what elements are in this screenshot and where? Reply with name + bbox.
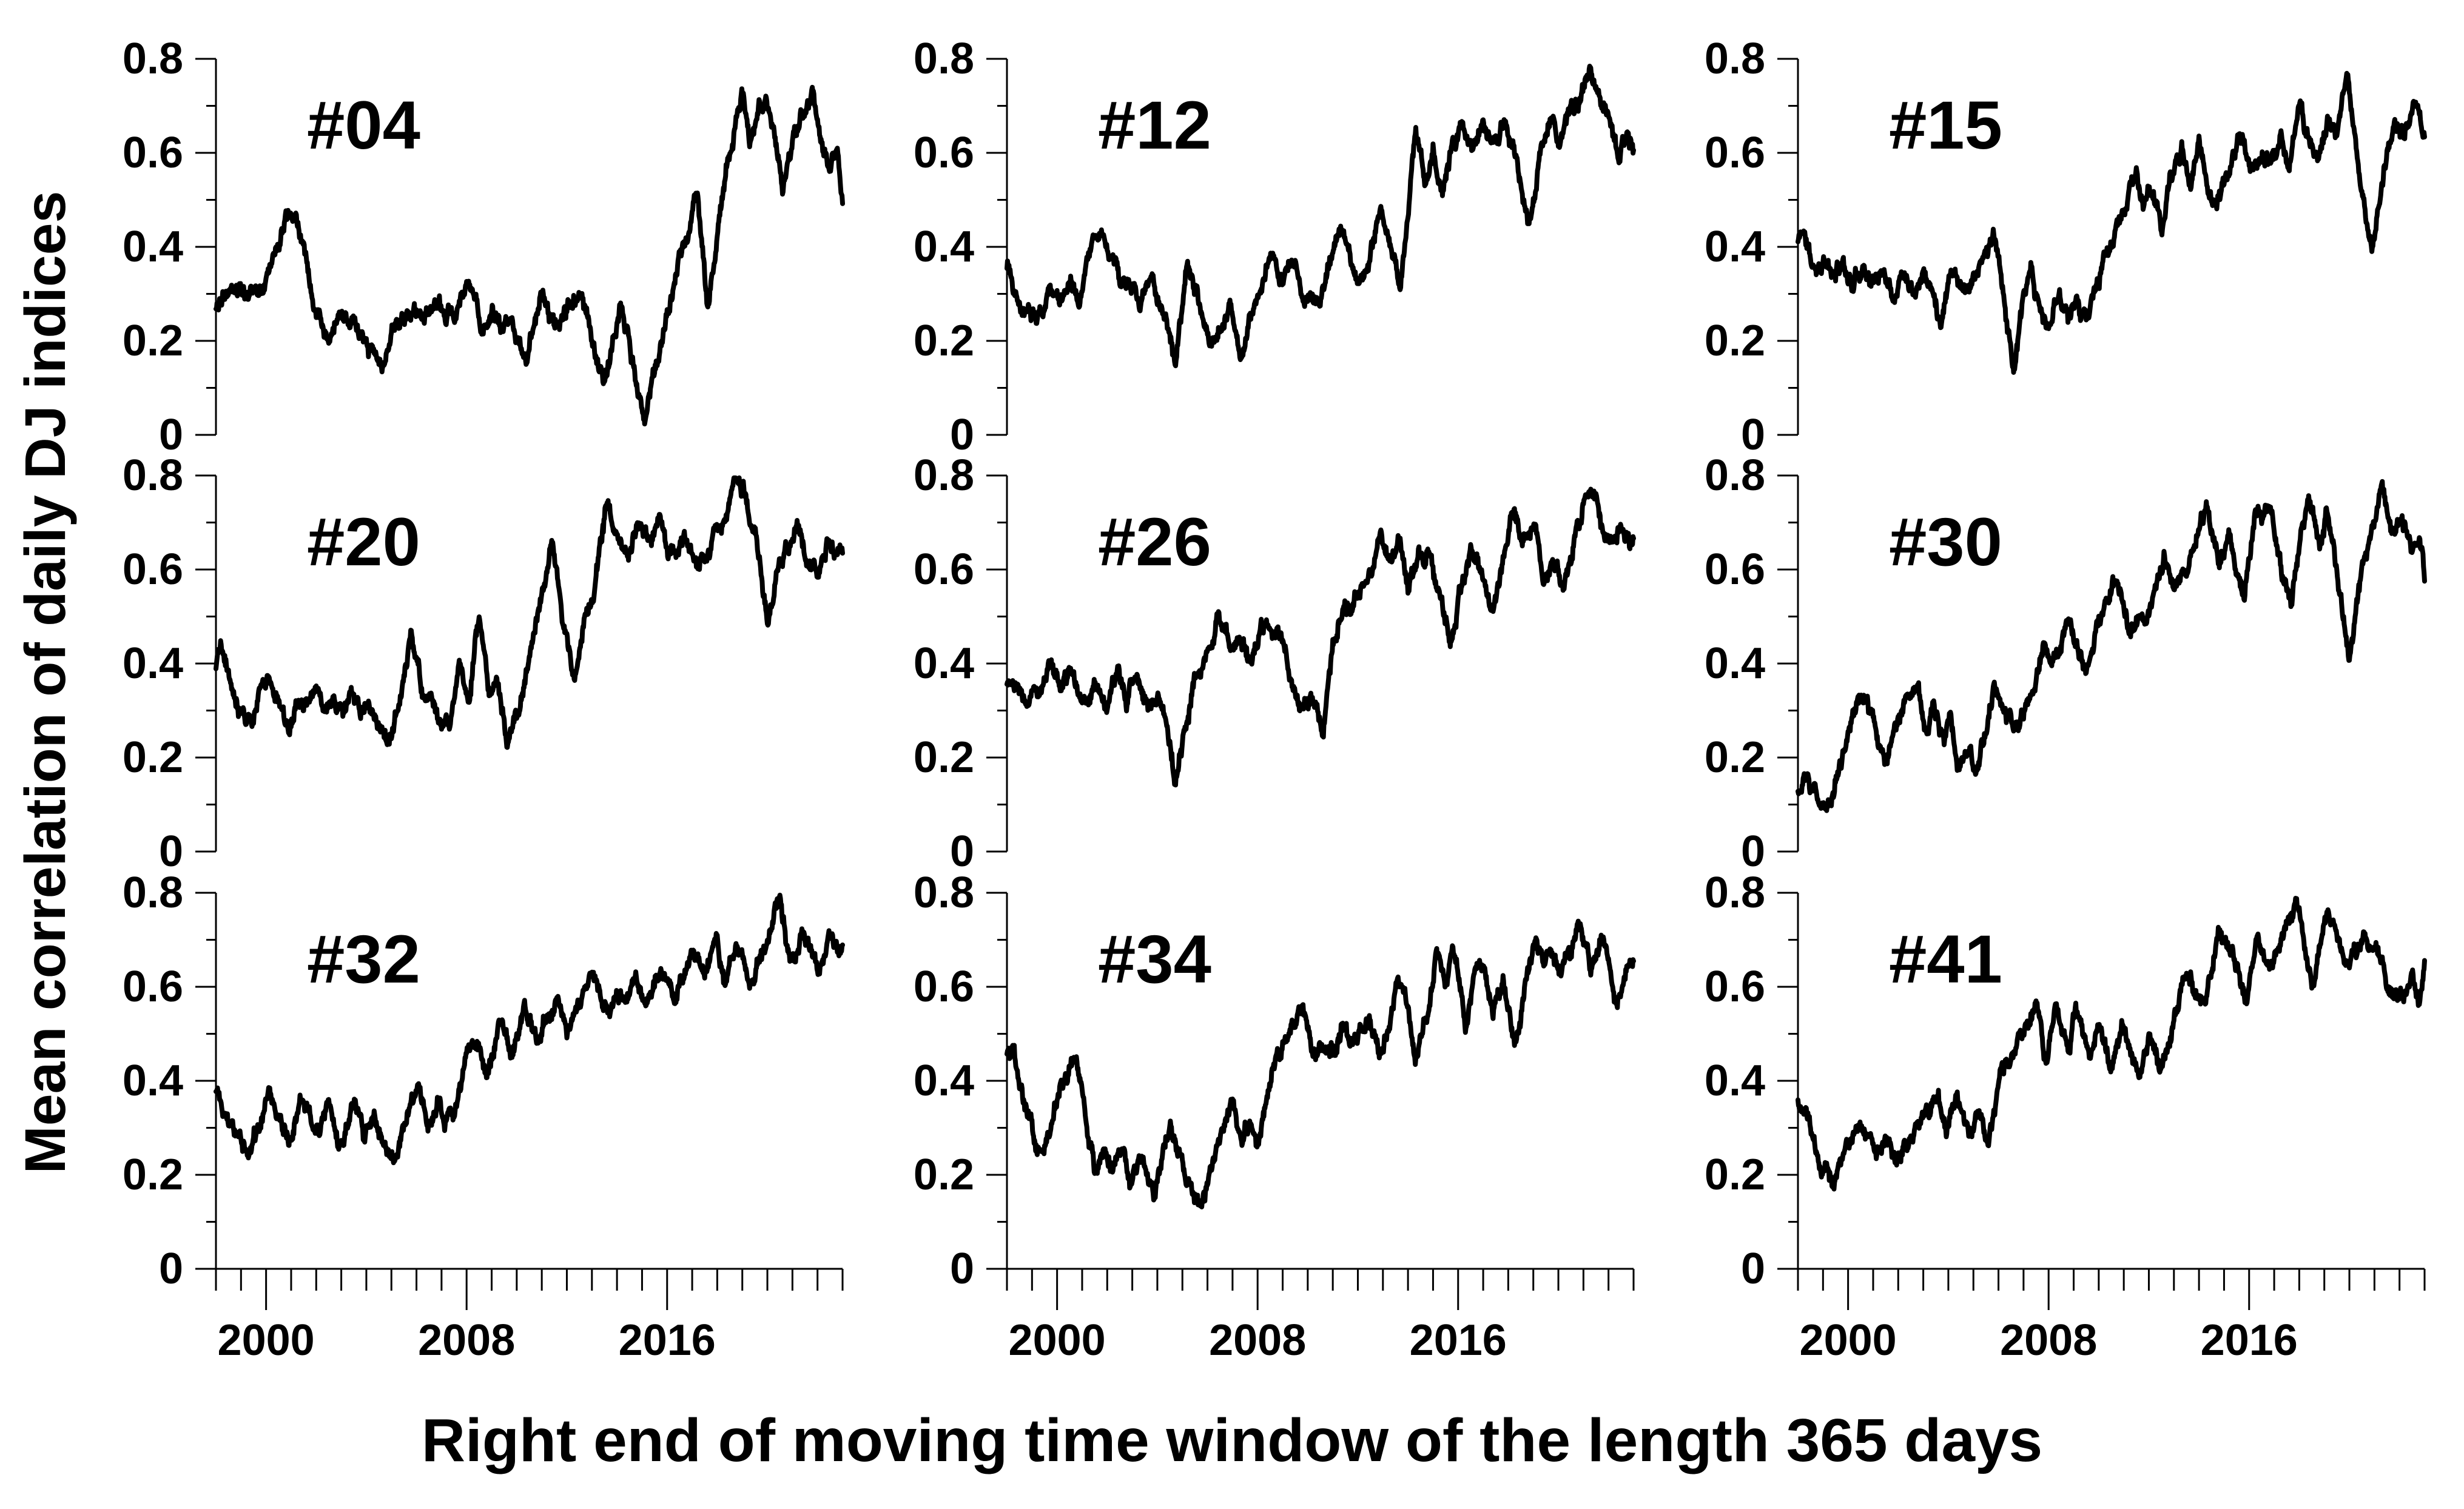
series-path-30 — [1796, 479, 2427, 813]
x-tick-label: 2000 — [217, 1316, 315, 1365]
y-tick-label: 0.2 — [122, 317, 183, 365]
y-tick-label: 0.8 — [913, 451, 974, 500]
y-tick-label: 0.6 — [122, 963, 183, 1011]
y-tick-label: 0.8 — [1704, 451, 1765, 500]
y-tick-label: 0 — [1740, 411, 1765, 459]
y-tick-label: 0.6 — [1704, 963, 1765, 1011]
y-tick-label: 0.6 — [122, 545, 183, 594]
y-tick-label: 0.4 — [1704, 639, 1765, 688]
y-tick-label: 0.8 — [122, 451, 183, 500]
y-tick-label: 0.2 — [122, 733, 183, 782]
y-tick-label: 0.6 — [913, 545, 974, 594]
panel-label: #26 — [1098, 504, 1211, 580]
y-tick-label: 0.4 — [913, 223, 974, 271]
x-tick-label: 2000 — [1799, 1316, 1897, 1365]
y-tick-label: 0.8 — [122, 35, 183, 83]
y-tick-label: 0.4 — [122, 639, 183, 688]
y-tick-label: 0.8 — [913, 35, 974, 83]
panel-label: #12 — [1098, 87, 1211, 163]
y-tick-label: 0.2 — [913, 733, 974, 782]
y-tick-label: 0 — [949, 1245, 974, 1293]
y-tick-label: 0 — [1740, 1245, 1765, 1293]
y-tick-label: 0.2 — [1704, 1151, 1765, 1199]
y-tick-label: 0.2 — [913, 1151, 974, 1199]
series-path-04 — [214, 84, 845, 426]
panel-label: #15 — [1889, 87, 2002, 163]
y-tick-label: 0.4 — [913, 1057, 974, 1105]
x-tick-label: 2016 — [1409, 1316, 1507, 1365]
series-path-32 — [214, 892, 845, 1166]
y-axis-title: Mean correlation of daily DJ indices — [13, 190, 78, 1174]
x-tick-label: 2000 — [1008, 1316, 1106, 1365]
panel-label: #30 — [1889, 504, 2002, 580]
y-tick-label: 0.6 — [913, 129, 974, 177]
panel-label: #34 — [1098, 921, 1211, 997]
panel-label: #20 — [307, 504, 420, 580]
y-tick-label: 0.2 — [122, 1151, 183, 1199]
panel-label: #04 — [307, 87, 420, 163]
y-tick-label: 0.8 — [1704, 35, 1765, 83]
series-path-20 — [214, 475, 845, 750]
x-axis-title: Right end of moving time window of the l… — [421, 1406, 2043, 1474]
x-tick-label: 2008 — [2000, 1316, 2098, 1365]
panel-label: #41 — [1889, 921, 2002, 997]
y-tick-label: 0.6 — [913, 963, 974, 1011]
y-tick-label: 0.4 — [122, 223, 183, 271]
y-tick-label: 0.6 — [1704, 129, 1765, 177]
y-tick-label: 0.4 — [1704, 1057, 1765, 1105]
series-path-26 — [1005, 486, 1636, 788]
y-tick-label: 0.4 — [122, 1057, 183, 1105]
y-tick-label: 0.2 — [1704, 317, 1765, 365]
series-path-12 — [1005, 64, 1636, 369]
y-tick-label: 0.2 — [913, 317, 974, 365]
y-tick-label: 0.4 — [1704, 223, 1765, 271]
panel-label: #32 — [307, 921, 420, 997]
series-path-41 — [1796, 896, 2427, 1192]
y-tick-label: 0.6 — [1704, 545, 1765, 594]
y-tick-label: 0 — [949, 827, 974, 876]
y-tick-label: 0.4 — [913, 639, 974, 688]
series-path-15 — [1796, 70, 2427, 375]
x-tick-label: 2016 — [2200, 1316, 2298, 1365]
y-tick-label: 0 — [158, 411, 183, 459]
y-tick-label: 0 — [949, 411, 974, 459]
series-path-34 — [1005, 918, 1636, 1209]
y-tick-label: 0 — [158, 827, 183, 876]
x-tick-label: 2008 — [1209, 1316, 1307, 1365]
y-tick-label: 0.2 — [1704, 733, 1765, 782]
y-tick-label: 0.8 — [1704, 869, 1765, 917]
y-tick-label: 0 — [1740, 827, 1765, 876]
x-tick-label: 2016 — [618, 1316, 716, 1365]
y-tick-label: 0.6 — [122, 129, 183, 177]
y-tick-label: 0.8 — [122, 869, 183, 917]
y-tick-label: 0.8 — [913, 869, 974, 917]
x-tick-label: 2008 — [418, 1316, 516, 1365]
y-tick-label: 0 — [158, 1245, 183, 1293]
